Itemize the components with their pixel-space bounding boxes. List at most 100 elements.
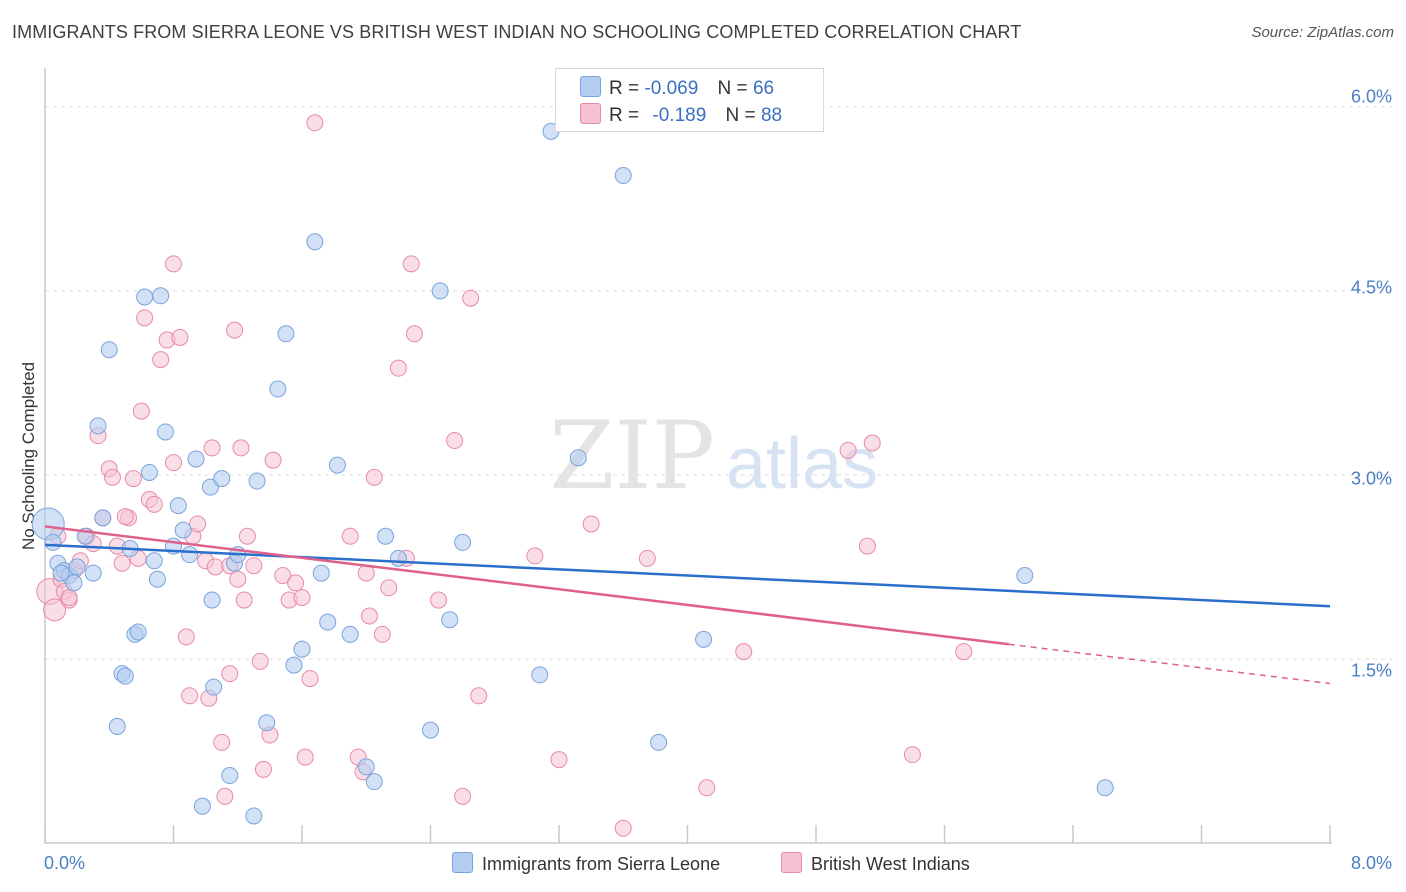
data-point-pink <box>136 309 154 327</box>
data-point-blue <box>293 640 311 658</box>
data-point-blue <box>389 549 407 567</box>
data-point-pink <box>116 508 134 526</box>
data-point-blue <box>614 167 632 185</box>
data-point-pink <box>206 558 224 576</box>
data-point-pink <box>132 402 150 420</box>
trend-line-extension <box>1008 643 1331 685</box>
data-point-blue <box>650 733 668 751</box>
data-point-blue <box>269 380 287 398</box>
legend-swatch-blue <box>580 76 601 97</box>
data-point-blue <box>89 417 107 435</box>
data-point-blue <box>108 717 126 735</box>
data-point-blue <box>156 423 174 441</box>
data-point-pink <box>254 760 272 778</box>
data-point-pink <box>550 751 568 769</box>
legend-n-value: 66 <box>752 78 775 99</box>
data-point-pink <box>955 643 973 661</box>
data-point-pink <box>177 628 195 646</box>
data-point-pink <box>839 441 857 459</box>
data-point-blue <box>181 546 199 564</box>
data-point-pink <box>405 325 423 343</box>
legend-swatch-blue <box>452 852 473 873</box>
data-point-blue <box>68 558 86 576</box>
data-point-blue <box>100 341 118 359</box>
y-tick-label: 4.5% <box>1350 277 1392 298</box>
data-point-blue <box>245 807 263 825</box>
data-point-blue <box>193 797 211 815</box>
data-point-pink <box>238 527 256 545</box>
x-tick-label-max: 8.0% <box>1350 853 1392 873</box>
data-point-blue <box>65 574 83 592</box>
data-point-pink <box>103 468 121 486</box>
data-point-blue <box>31 507 65 541</box>
data-point-pink <box>373 625 391 643</box>
data-point-pink <box>235 591 253 609</box>
data-point-blue <box>312 564 330 582</box>
data-point-blue <box>695 630 713 648</box>
data-point-pink <box>306 114 324 132</box>
data-point-pink <box>430 591 448 609</box>
source-label: Source: ZipAtlas.com <box>1251 24 1394 41</box>
data-point-pink <box>287 574 305 592</box>
bottom-legend-sierra-leone: Immigrants from Sierra Leone <box>452 852 720 875</box>
data-point-blue <box>129 623 147 641</box>
legend-r-value: -0.069 <box>644 78 699 99</box>
legend-row-sierra-leone: R = -0.069 N = 66 <box>580 76 775 99</box>
data-point-blue <box>174 521 192 539</box>
data-point-blue <box>441 611 459 629</box>
data-point-pink <box>698 779 716 797</box>
data-point-pink <box>203 439 221 457</box>
data-point-pink <box>380 579 398 597</box>
x-tick-label-min: 0.0% <box>44 853 86 873</box>
data-point-pink <box>389 359 407 377</box>
data-point-pink <box>113 554 131 572</box>
legend-r-label: R = <box>609 105 640 126</box>
grid-lines <box>45 106 1392 660</box>
y-tick-label: 1.5% <box>1350 660 1392 681</box>
legend-row-british-west-indians: R = -0.189 N = 88 <box>580 103 782 126</box>
legend-n-label: N = <box>725 105 756 126</box>
data-point-blue <box>136 288 154 306</box>
data-point-pink <box>60 589 78 607</box>
legend-r-value: -0.189 <box>652 105 707 126</box>
data-point-pink <box>903 746 921 764</box>
data-point-blue <box>454 533 472 551</box>
data-point-blue <box>258 714 276 732</box>
data-point-pink <box>293 589 311 607</box>
trend-lines <box>44 525 1331 685</box>
data-point-blue <box>431 282 449 300</box>
data-point-blue <box>319 613 337 631</box>
data-point-blue <box>357 758 375 776</box>
axes <box>44 68 1332 844</box>
data-point-blue <box>213 470 231 488</box>
data-point-pink <box>245 557 263 575</box>
data-point-blue <box>365 773 383 791</box>
data-point-pink <box>229 570 247 588</box>
data-point-pink <box>301 670 319 688</box>
bottom-legend: Immigrants from Sierra Leone British Wes… <box>0 852 1406 878</box>
data-point-pink <box>181 687 199 705</box>
data-point-pink <box>858 537 876 555</box>
y-tick-label: 3.0% <box>1350 468 1392 489</box>
watermark-atlas: atlas <box>726 424 878 504</box>
data-point-pink <box>145 495 163 513</box>
data-point-blue <box>148 570 166 588</box>
data-point-blue <box>341 625 359 643</box>
data-point-blue <box>205 678 223 696</box>
data-point-blue <box>1096 779 1114 797</box>
chart-title: IMMIGRANTS FROM SIERRA LEONE VS BRITISH … <box>12 22 1022 42</box>
data-point-blue <box>187 450 205 468</box>
legend-n-label: N = <box>717 78 748 99</box>
data-point-pink <box>232 439 250 457</box>
data-point-pink <box>124 470 142 488</box>
data-point-pink <box>582 515 600 533</box>
trend-line-sierra-leone <box>44 543 1331 608</box>
data-point-pink <box>735 643 753 661</box>
data-point-pink <box>264 451 282 469</box>
data-point-pink <box>213 733 231 751</box>
data-point-pink <box>446 432 464 450</box>
data-point-blue <box>94 509 112 527</box>
data-point-blue <box>152 287 170 305</box>
data-point-pink <box>296 748 314 766</box>
